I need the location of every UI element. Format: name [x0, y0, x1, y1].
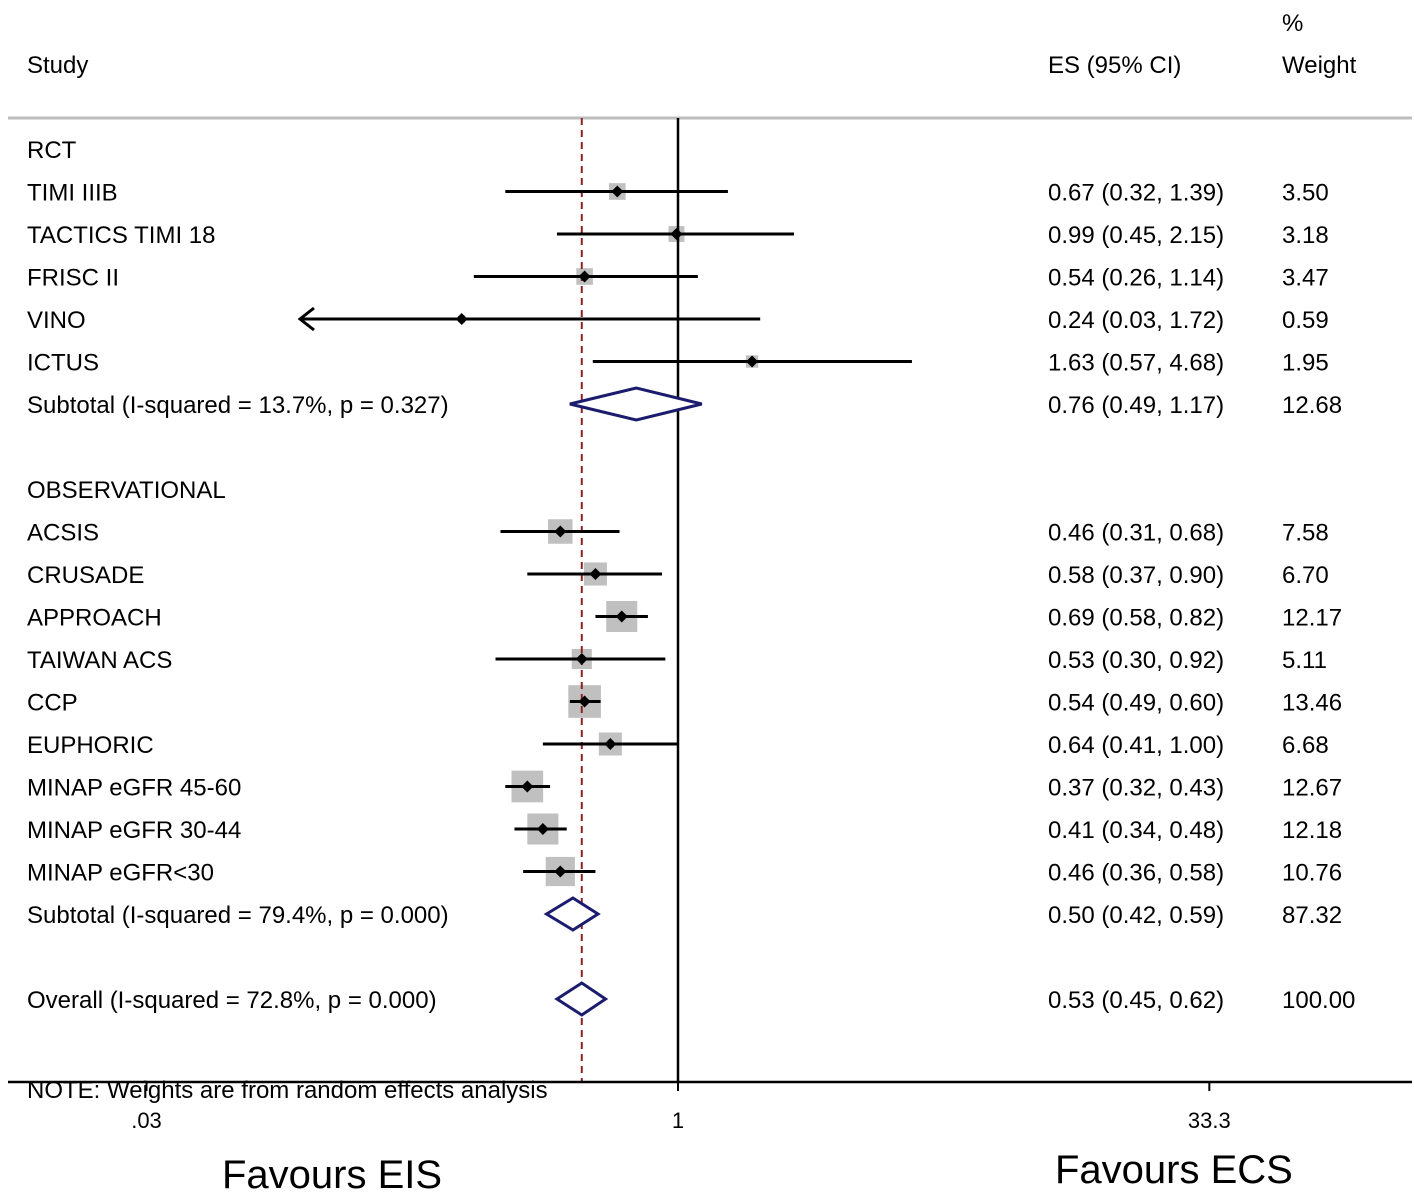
weight-boxes [458, 183, 759, 887]
weight-value: 6.70 [1282, 562, 1329, 589]
point-estimate [536, 823, 549, 835]
study-label: MINAP eGFR 30-44 [27, 817, 241, 844]
overall-diamond [554, 981, 609, 1017]
study-label: TIMI IIIB [27, 180, 118, 207]
es-value: 0.54 (0.26, 1.14) [1048, 265, 1224, 292]
header-es: ES (95% CI) [1048, 52, 1181, 79]
group-label: RCT [27, 137, 77, 164]
favours-right-label: Favours ECS [1055, 1148, 1293, 1192]
study-label: MINAP eGFR<30 [27, 860, 214, 887]
es-value: 0.53 (0.30, 0.92) [1048, 647, 1224, 674]
study-label: CRUSADE [27, 562, 144, 589]
es-value: 0.64 (0.41, 1.00) [1048, 732, 1224, 759]
point-estimate [611, 185, 624, 198]
weight-value: 13.46 [1282, 690, 1342, 717]
weight-value: 0.59 [1282, 307, 1329, 334]
confidence-intervals [297, 185, 912, 878]
es-value: 1.63 (0.57, 4.68) [1048, 350, 1224, 377]
weight-value: 100.00 [1282, 987, 1355, 1014]
x-tick-label: 33.3 [1188, 1108, 1231, 1133]
weight-value: 1.95 [1282, 350, 1329, 377]
point-estimate [575, 653, 588, 665]
es-value: 0.69 (0.58, 0.82) [1048, 605, 1224, 632]
study-label: FRISC II [27, 265, 119, 292]
study-label: TAIWAN ACS [27, 647, 172, 674]
weight-value: 3.50 [1282, 180, 1329, 207]
es-value: 0.76 (0.49, 1.17) [1048, 392, 1224, 419]
es-value: 0.99 (0.45, 2.15) [1048, 222, 1224, 249]
es-value: 0.50 (0.42, 0.59) [1048, 902, 1224, 929]
es-value: 0.37 (0.32, 0.43) [1048, 775, 1224, 802]
subtotal-diamond [569, 386, 703, 422]
ci-arrow [297, 306, 315, 332]
study-label: APPROACH [27, 605, 162, 632]
es-value: 0.24 (0.03, 1.72) [1048, 307, 1224, 334]
study-label: EUPHORIC [27, 732, 154, 759]
subtotal-label: Subtotal (I-squared = 13.7%, p = 0.327) [27, 392, 449, 419]
header-weight: Weight [1282, 52, 1357, 79]
x-axis-ticks: .03 1 33.3 [131, 1082, 1231, 1133]
point-estimate [554, 525, 567, 538]
weight-value: 12.68 [1282, 392, 1342, 419]
es-value: 0.58 (0.37, 0.90) [1048, 562, 1224, 589]
es-value: 0.54 (0.49, 0.60) [1048, 690, 1224, 717]
weight-value: 7.58 [1282, 520, 1329, 547]
study-label: TACTICS TIMI 18 [27, 222, 215, 249]
study-label: CCP [27, 690, 78, 717]
point-estimate [589, 568, 602, 580]
row-labels: RCT TIMI IIIB 0.67 (0.32, 1.39) 3.50 TACTICS… [27, 137, 1355, 1104]
header-study: Study [27, 52, 88, 79]
point-estimate [554, 865, 567, 878]
point-estimate [578, 695, 591, 708]
weight-value: 6.68 [1282, 732, 1329, 759]
overall-label: Overall (I-squared = 72.8%, p = 0.000) [27, 987, 437, 1014]
subtotal-diamond [543, 896, 601, 932]
weight-value: 12.18 [1282, 817, 1342, 844]
pooled-diamonds [543, 386, 703, 1017]
weight-value: 12.17 [1282, 605, 1342, 632]
weight-value: 3.18 [1282, 222, 1329, 249]
es-value: 0.46 (0.31, 0.68) [1048, 520, 1224, 547]
weight-value: 12.67 [1282, 775, 1342, 802]
header-weight-pct: % [1282, 10, 1303, 37]
x-tick-label: .03 [131, 1108, 162, 1133]
weight-value: 10.76 [1282, 860, 1342, 887]
weight-value: 5.11 [1282, 647, 1327, 674]
es-value: 0.46 (0.36, 0.58) [1048, 860, 1224, 887]
point-estimate [746, 355, 759, 368]
point-estimate [455, 313, 468, 325]
point-estimate [604, 738, 617, 750]
x-tick-label: 1 [672, 1108, 684, 1133]
point-estimate [578, 270, 591, 283]
es-value: 0.41 (0.34, 0.48) [1048, 817, 1224, 844]
weight-value: 3.47 [1282, 265, 1329, 292]
point-estimate [521, 780, 534, 793]
study-label: VINO [27, 307, 86, 334]
point-estimate [670, 228, 683, 240]
group-label: OBSERVATIONAL [27, 477, 226, 504]
study-label: ACSIS [27, 520, 99, 547]
es-value: 0.53 (0.45, 0.62) [1048, 987, 1224, 1014]
subtotal-label: Subtotal (I-squared = 79.4%, p = 0.000) [27, 902, 449, 929]
weight-value: 87.32 [1282, 902, 1342, 929]
study-label: MINAP eGFR 45-60 [27, 775, 241, 802]
point-estimate [615, 610, 628, 623]
es-value: 0.67 (0.32, 1.39) [1048, 180, 1224, 207]
study-label: ICTUS [27, 350, 99, 377]
favours-left-label: Favours EIS [222, 1153, 442, 1193]
